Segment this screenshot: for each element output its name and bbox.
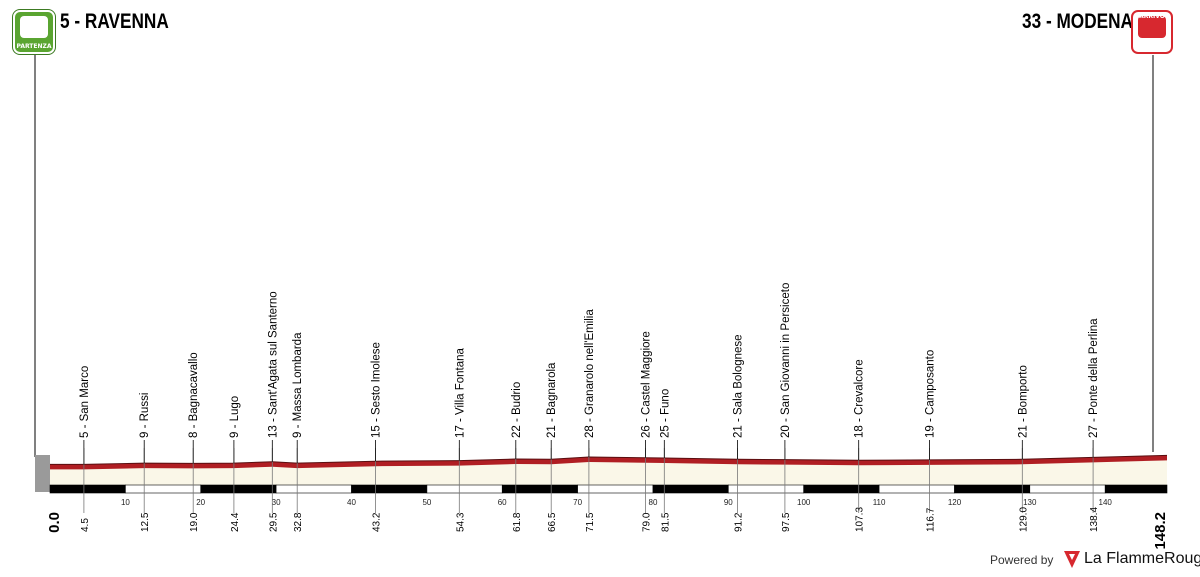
waypoint-label: 8 - Bagnacavallo bbox=[188, 352, 200, 438]
waypoint-km-label: 32.8 bbox=[293, 512, 304, 532]
scale-segment bbox=[803, 484, 880, 494]
waypoint-label: 27 - Ponte della Perlina bbox=[1088, 318, 1100, 438]
chart-frame bbox=[34, 55, 1154, 492]
waypoint-km-label: 129.0 bbox=[1018, 507, 1029, 532]
scale-tick-label: 20 bbox=[196, 498, 205, 507]
waypoint-label: 21 - Bomporto bbox=[1017, 365, 1029, 438]
scale-tick-label: 10 bbox=[121, 498, 130, 507]
profile-area bbox=[50, 454, 1168, 485]
waypoint-km-label: 29.5 bbox=[268, 512, 279, 532]
scale-segment bbox=[125, 484, 202, 494]
waypoint-label: 17 - Villa Fontana bbox=[454, 347, 466, 438]
scale-tick-label: 40 bbox=[347, 498, 356, 507]
waypoint-label: 9 - Massa Lombarda bbox=[292, 332, 304, 438]
waypoint-label: 22 - Budrio bbox=[511, 382, 523, 438]
start-flag-icon: PARTENZA bbox=[13, 10, 55, 54]
scale-tick-label: 90 bbox=[724, 498, 733, 507]
waypoint-km-label: 66.5 bbox=[547, 512, 558, 532]
scale-tick-label: 130 bbox=[1023, 498, 1037, 507]
finish-title: 33 - MODENA bbox=[1022, 10, 1133, 33]
waypoint-label: 15 - Sesto Imolese bbox=[371, 342, 383, 438]
waypoint-label: 9 - Lugo bbox=[229, 396, 241, 438]
scale-segment bbox=[1029, 484, 1106, 494]
start-distance-label: 0.0 bbox=[46, 512, 63, 533]
scale-tick-label: 70 bbox=[573, 498, 582, 507]
waypoint-km-label: 138.4 bbox=[1089, 507, 1100, 532]
waypoint-label: 21 - Sala Bolognese bbox=[732, 334, 744, 438]
scale-tick-label: 110 bbox=[873, 498, 886, 507]
scale-segment bbox=[727, 484, 804, 494]
waypoint-km-label: 81.5 bbox=[660, 512, 671, 532]
waypoint-label: 5 - San Marco bbox=[79, 366, 91, 438]
powered-by-text: Powered by bbox=[990, 553, 1054, 567]
waypoint-km-label: 4.5 bbox=[80, 518, 91, 532]
scale-tick-label: 140 bbox=[1099, 498, 1113, 507]
waypoint-km-label: 71.5 bbox=[585, 512, 596, 532]
waypoints: 5 - San Marco 9 - Russi 8 - Bagnacavallo 9 … bbox=[79, 283, 1100, 513]
scale-segment bbox=[426, 484, 503, 494]
waypoint-label: 18 - Crevalcore bbox=[854, 359, 866, 438]
scale-tick-label: 120 bbox=[948, 498, 962, 507]
waypoint-label: 21 - Bagnarola bbox=[546, 362, 558, 438]
scale-tick-label: 30 bbox=[272, 498, 281, 507]
waypoint-label: 19 - Camposanto bbox=[925, 350, 937, 438]
waypoint-label: 13 - Sant'Agata sul Santerno bbox=[267, 291, 279, 438]
waypoint-km-label: 61.8 bbox=[512, 512, 523, 532]
scale-segment bbox=[49, 484, 126, 494]
scale-tick-label: 50 bbox=[422, 498, 431, 507]
waypoint-label: 26 - Castel Maggiore bbox=[640, 331, 652, 438]
distance-scale-bar: 10 20 30 40 50 60 70 80 90 100 110 120 130 140 bbox=[49, 484, 1168, 507]
waypoint-km-label: 54.3 bbox=[455, 512, 466, 532]
total-distance-label: 148.2 bbox=[1152, 512, 1169, 550]
brand-name: La FlammeRouge bbox=[1084, 550, 1200, 567]
waypoint-km-label: 43.2 bbox=[372, 512, 383, 532]
waypoint-km-label: 97.5 bbox=[781, 512, 792, 532]
flamme-rouge-logo-icon bbox=[1064, 551, 1080, 568]
scale-tick-label: 60 bbox=[498, 498, 507, 507]
waypoint-km-label: 12.5 bbox=[140, 512, 151, 532]
finish-flag-icon: ARRIVO bbox=[1131, 10, 1173, 54]
waypoint-km-labels: 0.0 148.2 4.5 12.5 19.0 24.4 29.5 32.8 43.2 54.3 6… bbox=[46, 507, 1169, 550]
waypoint-label: 28 - Granarolo nell'Emilia bbox=[584, 309, 596, 438]
waypoint-km-label: 107.3 bbox=[855, 507, 866, 532]
profile-top-band bbox=[50, 455, 1167, 470]
scale-tick-label: 80 bbox=[649, 498, 658, 507]
waypoint-label: 25 - Funo bbox=[659, 389, 671, 438]
start-title: 5 - RAVENNA bbox=[60, 10, 169, 33]
waypoint-km-label: 91.2 bbox=[733, 512, 744, 532]
waypoint-km-label: 79.0 bbox=[641, 512, 652, 532]
waypoint-km-label: 116.7 bbox=[926, 507, 937, 532]
scale-tick-label: 100 bbox=[797, 498, 811, 507]
scale-segment bbox=[275, 484, 352, 494]
left-gutter bbox=[35, 455, 50, 492]
waypoint-km-label: 24.4 bbox=[230, 512, 241, 532]
scale-segment bbox=[1104, 484, 1168, 494]
scale-segment bbox=[878, 484, 955, 494]
waypoint-label: 20 - San Giovanni in Persiceto bbox=[780, 283, 792, 438]
scale-segment bbox=[351, 484, 428, 494]
scale-segment bbox=[200, 484, 277, 494]
scale-segment bbox=[954, 484, 1031, 494]
waypoint-km-label: 19.0 bbox=[189, 512, 200, 532]
scale-segment bbox=[501, 484, 578, 494]
waypoint-label: 9 - Russi bbox=[139, 393, 151, 438]
